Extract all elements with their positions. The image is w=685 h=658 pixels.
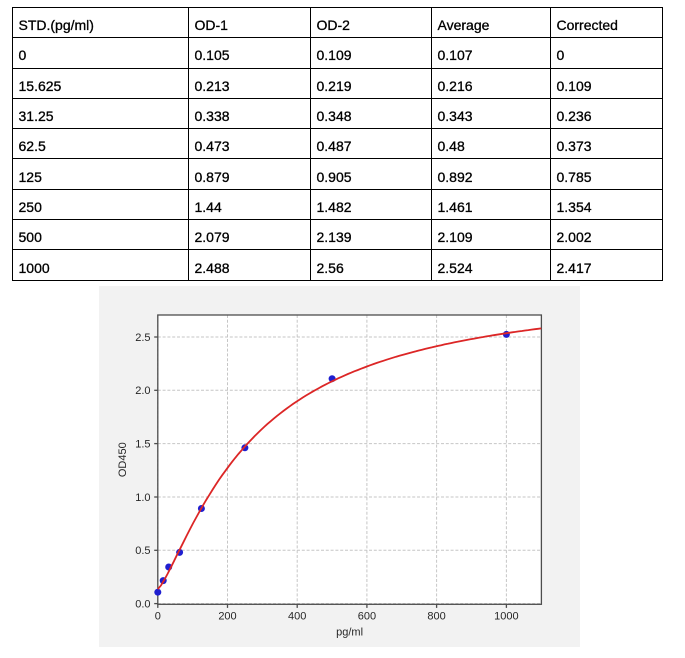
svg-text:2.0: 2.0 <box>135 385 150 397</box>
svg-text:OD450: OD450 <box>117 442 129 477</box>
svg-text:200: 200 <box>218 611 236 623</box>
svg-text:600: 600 <box>358 611 376 623</box>
svg-text:1000: 1000 <box>494 611 518 623</box>
svg-text:0: 0 <box>155 611 161 623</box>
svg-text:1.5: 1.5 <box>135 438 150 450</box>
svg-text:400: 400 <box>288 611 306 623</box>
svg-text:0.5: 0.5 <box>135 545 150 557</box>
svg-text:0.0: 0.0 <box>135 598 150 610</box>
svg-text:800: 800 <box>427 611 445 623</box>
svg-text:1.0: 1.0 <box>135 492 150 504</box>
svg-text:pg/ml: pg/ml <box>336 627 363 639</box>
svg-text:2.5: 2.5 <box>135 332 150 344</box>
